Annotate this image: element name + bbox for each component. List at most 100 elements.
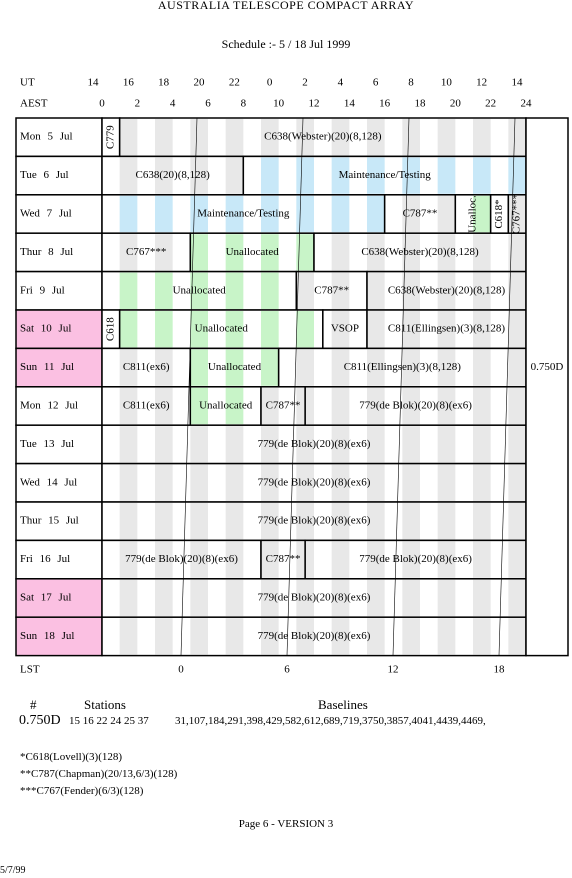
hour-stripe xyxy=(402,503,420,540)
hour-stripe xyxy=(331,541,350,578)
config-label: 0.750D xyxy=(531,361,564,373)
lst-label: LST xyxy=(20,664,40,676)
day-cell xyxy=(15,155,103,196)
hour-stripe xyxy=(296,195,314,233)
hour-stripe xyxy=(190,464,208,501)
hour-stripe xyxy=(155,387,173,425)
day-label: Fri 9 Jul xyxy=(20,284,65,296)
hour-stripe xyxy=(402,541,420,578)
hour-stripe xyxy=(331,579,350,617)
hour-stripe xyxy=(261,503,279,540)
config: 0.750D xyxy=(19,713,61,728)
day-label: Sat 10 Jul xyxy=(20,323,71,335)
hour-stripe xyxy=(261,272,279,309)
hour-stripe xyxy=(437,618,456,655)
hour-stripe xyxy=(508,119,526,156)
ut-label: UT xyxy=(20,77,35,89)
block-label: C779 xyxy=(104,125,116,149)
hour-stripe xyxy=(473,426,491,463)
aest-tick: 2 xyxy=(135,98,141,110)
date: 5/7/99 xyxy=(0,865,26,876)
hour-stripe xyxy=(437,234,456,271)
block-label: C638(Webster)(20)(8,128) xyxy=(264,131,382,143)
hour-stripe xyxy=(261,426,279,463)
hour-stripe xyxy=(190,579,208,617)
block-label: C638(20)(8,128) xyxy=(136,169,211,181)
baselines-header: Baselines xyxy=(318,697,368,712)
hour-stripe xyxy=(296,272,314,309)
ut-tick: 20 xyxy=(194,77,206,89)
day-cell xyxy=(15,270,103,311)
hour-stripe xyxy=(367,541,385,578)
aest-tick: 0 xyxy=(99,98,105,110)
hour-stripe xyxy=(402,195,420,233)
ut-tick: 16 xyxy=(123,77,135,89)
block-label: C811(Ellingsen)(3)(8,128) xyxy=(388,323,506,335)
hour-stripe xyxy=(119,157,138,194)
hour-stripe xyxy=(402,464,420,501)
hour-stripe xyxy=(331,311,350,348)
hour-stripe xyxy=(331,618,350,655)
hour-stripe xyxy=(155,464,173,501)
hour-stripe xyxy=(331,157,350,194)
hour-stripe xyxy=(437,119,456,156)
block-label: Maintenance/Testing xyxy=(339,169,432,181)
ut-tick: 14 xyxy=(512,77,524,89)
hour-stripe xyxy=(367,579,385,617)
hour-stripe xyxy=(367,618,385,655)
block-label: C767*** xyxy=(126,246,166,258)
hour-stripe xyxy=(119,541,138,578)
hour-stripe xyxy=(225,387,244,425)
day-label: Thur 8 Jul xyxy=(20,246,73,258)
hour-stripe xyxy=(508,464,526,501)
hour-stripe xyxy=(508,157,526,194)
hour-stripe xyxy=(437,157,456,194)
hour-stripe xyxy=(473,349,491,386)
hour-stripe xyxy=(155,234,173,271)
day-label: Fri 16 Jul xyxy=(20,553,70,565)
hour-stripe xyxy=(261,195,279,233)
hour-stripe xyxy=(296,503,314,540)
hour-stripe xyxy=(331,503,350,540)
hour-stripe xyxy=(402,311,420,348)
hour-stripe xyxy=(331,195,350,233)
block-label: C787** xyxy=(403,208,438,220)
block-label: Maintenance/Testing xyxy=(197,208,290,220)
aest-tick: 20 xyxy=(450,98,462,110)
hour-stripe xyxy=(190,503,208,540)
day-label: Mon 5 Jul xyxy=(20,131,73,143)
hour-stripe xyxy=(225,157,244,194)
day-label: Thur 15 Jul xyxy=(20,515,79,527)
hour-stripe xyxy=(261,311,279,348)
aest-tick: 14 xyxy=(344,98,356,110)
config-cell xyxy=(525,117,569,657)
hour-stripe xyxy=(155,311,173,348)
hour-stripe xyxy=(296,541,306,578)
hour-stripe xyxy=(119,234,138,271)
hour-stripe xyxy=(508,541,526,578)
block-label: 779(de Blok)(20)(8)(ex6) xyxy=(125,553,238,565)
hour-stripe xyxy=(508,195,526,233)
hour-stripe xyxy=(305,387,314,425)
hour-stripe xyxy=(155,349,173,386)
block-label: C618* xyxy=(493,199,505,228)
lst-tick: 6 xyxy=(284,664,290,676)
hour-stripe xyxy=(367,464,385,501)
hour-stripe xyxy=(296,579,314,617)
aest-tick: 16 xyxy=(379,98,391,110)
hour-stripe xyxy=(331,426,350,463)
hour-stripe xyxy=(437,541,456,578)
hour-stripe xyxy=(155,618,173,655)
title: AUSTRALIA TELESCOPE COMPACT ARRAY xyxy=(157,0,415,12)
day-label: Mon 12 Jul xyxy=(20,400,78,412)
hour-stripe xyxy=(331,119,350,156)
hour-stripe xyxy=(225,618,244,655)
block xyxy=(490,194,509,234)
hour-stripe xyxy=(508,349,526,386)
hour-stripe xyxy=(296,387,306,425)
aest-tick: 22 xyxy=(485,98,496,110)
hour-stripe xyxy=(437,387,456,425)
block-label: Unallocated xyxy=(199,400,253,412)
